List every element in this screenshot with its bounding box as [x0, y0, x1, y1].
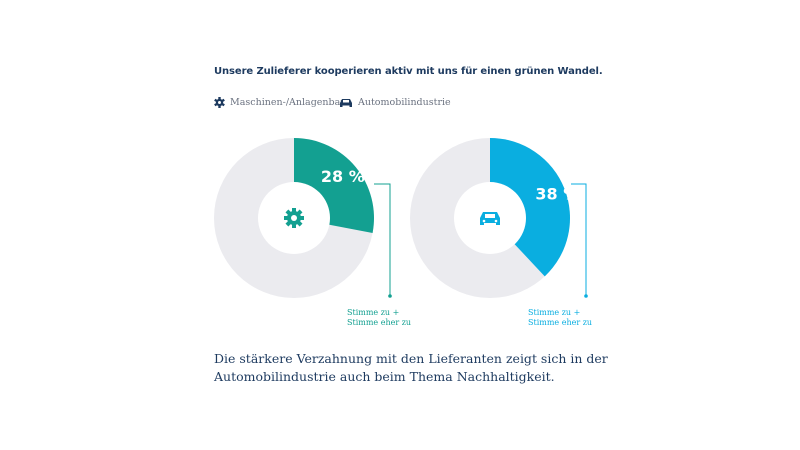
leader-line	[374, 183, 391, 296]
value-label: 28 %	[321, 167, 365, 186]
legend-label: Automobilindustrie	[358, 97, 451, 108]
annotation-line: Stimme eher zu	[347, 318, 412, 327]
annotation-1: Stimme zu + Stimme eher zu	[347, 308, 411, 328]
gear-icon	[214, 97, 225, 108]
value-label: 38 %	[535, 185, 579, 204]
annotation-line: Stimme eher zu	[528, 318, 593, 327]
chart-title: Unsere Zulieferer kooperieren aktiv mit …	[214, 66, 603, 77]
legend-label: Maschinen-/Anlagenbau	[230, 97, 347, 108]
leader-dot	[584, 294, 588, 298]
annotation-line: Stimme zu +	[347, 308, 400, 317]
footer-text: Die stärkere Verzahnung mit den Lieferan…	[214, 351, 608, 384]
annotation-line: Stimme zu +	[528, 308, 581, 317]
car-icon	[340, 98, 352, 107]
leader-line	[571, 183, 587, 296]
car-icon	[480, 212, 500, 225]
donut-value-slice	[490, 138, 571, 277]
leader-dot	[388, 294, 392, 298]
gear-icon	[284, 208, 304, 228]
legend-item-maschinen: Maschinen-/Anlagenbau	[214, 97, 346, 108]
legend-item-automobil: Automobilindustrie	[339, 97, 451, 108]
annotation-2: Stimme zu + Stimme eher zu	[528, 308, 592, 328]
